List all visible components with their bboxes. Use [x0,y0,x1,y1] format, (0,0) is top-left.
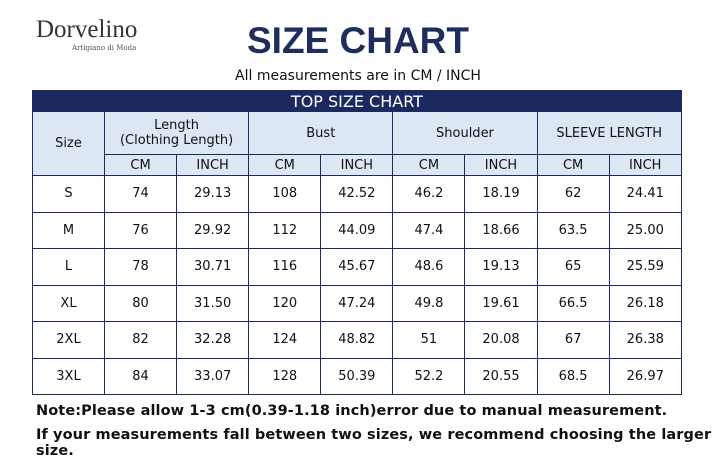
table-cell: 26.38 [608,321,682,359]
table-cell: 112 [248,211,322,249]
table-cell: 18.66 [464,211,538,249]
table-cell: 20.08 [464,321,538,359]
table-row: XL 80 31.50 120 47.24 49.8 19.61 66.5 26.18 [32,284,682,322]
table-row: S 74 29.13 108 42.52 46.2 18.19 62 24.41 [32,175,682,213]
table-cell: 124 [248,321,322,359]
table-cell: M [32,211,105,249]
unit-header: INCH [176,154,250,176]
table-cell: 67 [536,321,610,359]
table-cell: 47.24 [320,284,394,322]
column-header: Shoulder [392,111,538,155]
table-cell: 30.71 [176,248,250,286]
table-cell: 47.4 [392,211,466,249]
table-cell: L [32,248,105,286]
table-cell: 18.19 [464,175,538,213]
table-cell: 42.52 [320,175,394,213]
table-cell: 46.2 [392,175,466,213]
table-cell: 48.6 [392,248,466,286]
table-cell: 82 [103,321,178,359]
table-cell: 63.5 [536,211,610,249]
table-cell: 33.07 [176,357,250,395]
table-cell: 68.5 [536,357,610,395]
note: Note:Please allow 1-3 cm(0.39-1.18 inch)… [36,403,668,419]
table-cell: 26.97 [608,357,682,395]
table-cell: 3XL [32,357,105,395]
table-cell: 31.50 [176,284,250,322]
table-row: L 78 30.71 116 45.67 48.6 19.13 65 25.59 [32,248,682,286]
unit-header: INCH [464,154,538,176]
table-cell: 84 [103,357,178,395]
table-cell: 19.13 [464,248,538,286]
column-header: Length (Clothing Length) [103,111,250,155]
size-table: TOP SIZE CHART Size Length (Clothing Lengt… [32,90,682,395]
table-cell: 62 [536,175,610,213]
table-cell: 44.09 [320,211,394,249]
table-cell: 116 [248,248,322,286]
title: SIZE CHART [247,20,469,61]
table-cell: 80 [103,284,178,322]
table-cell: 74 [103,175,178,213]
note: If your measurements fall between two si… [36,427,712,459]
table-row: 3XL 84 33.07 128 50.39 52.2 20.55 68.5 26.97 [32,357,682,395]
table-cell: 78 [103,248,178,286]
table-cell: 66.5 [536,284,610,322]
unit-header: CM [103,154,178,176]
table-cell: 51 [392,321,466,359]
subtitle: All measurements are in CM / INCH [235,68,481,84]
table-cell: 52.2 [392,357,466,395]
unit-header: INCH [320,154,394,176]
column-header: Bust [248,111,394,155]
table-row: TOP SIZE CHART [32,90,682,112]
table-cell: 20.55 [464,357,538,395]
table-title: TOP SIZE CHART [32,90,682,112]
table-cell: 65 [536,248,610,286]
table-cell: 29.92 [176,211,250,249]
table-cell: 26.18 [608,284,682,322]
table-cell: 25.00 [608,211,682,249]
table-cell: 25.59 [608,248,682,286]
brand-tagline: Artigiano di Moda [72,44,137,52]
table-row: Size Length (Clothing Length) Bust Shoulder… [32,111,682,176]
table-cell: 24.41 [608,175,682,213]
unit-header: INCH [608,154,682,176]
table-row: CM INCH CM INCH CM INCH CM INCH [32,154,682,176]
table-cell: 50.39 [320,357,394,395]
column-header: Size [32,111,105,176]
table-cell: XL [32,284,105,322]
unit-header: CM [248,154,322,176]
brand-name: Dorvelino [36,16,138,43]
table-cell: 76 [103,211,178,249]
unit-header: CM [392,154,466,176]
table-cell: 128 [248,357,322,395]
table-cell: 48.82 [320,321,394,359]
table-cell: 2XL [32,321,105,359]
unit-header: CM [536,154,610,176]
table-cell: 29.13 [176,175,250,213]
table-cell: S [32,175,105,213]
table-row: 2XL 82 32.28 124 48.82 51 20.08 67 26.38 [32,321,682,359]
table-cell: 108 [248,175,322,213]
table-cell: 49.8 [392,284,466,322]
table-cell: 120 [248,284,322,322]
table-cell: 19.61 [464,284,538,322]
table-row: M 76 29.92 112 44.09 47.4 18.66 63.5 25.00 [32,211,682,249]
table-cell: 45.67 [320,248,394,286]
column-header: SLEEVE LENGTH [536,111,682,155]
table-cell: 32.28 [176,321,250,359]
